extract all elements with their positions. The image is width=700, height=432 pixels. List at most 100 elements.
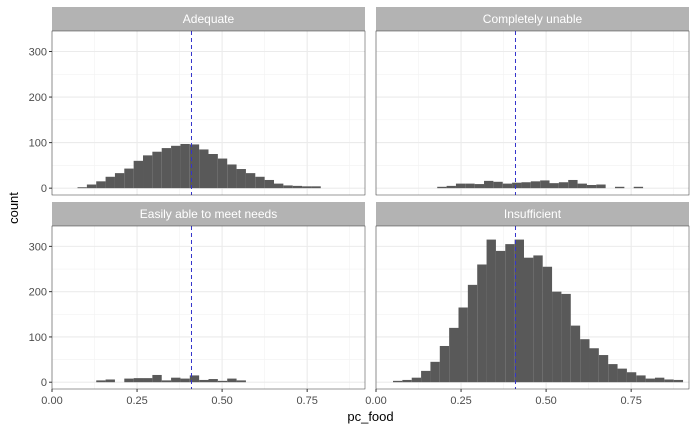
histogram-bar	[264, 179, 274, 189]
histogram-bar	[502, 183, 513, 189]
facet-strip	[52, 202, 365, 226]
histogram-bar	[617, 368, 627, 383]
histogram-bar	[645, 378, 655, 383]
histogram-bar	[402, 379, 412, 383]
facet-strip-title: Insufficient	[504, 207, 562, 221]
histogram-bar	[105, 176, 115, 189]
histogram-bar	[533, 255, 543, 383]
histogram-bar	[521, 182, 531, 189]
histogram-bar	[633, 186, 644, 189]
histogram-bar	[77, 187, 87, 189]
histogram-bar	[143, 155, 153, 189]
histogram-bar	[549, 183, 559, 189]
histogram-bar	[96, 380, 106, 383]
histogram-bar	[664, 379, 674, 383]
histogram-bar	[577, 183, 587, 189]
histogram-bar	[558, 182, 569, 189]
histogram-bar	[421, 370, 431, 383]
histogram-bar	[437, 186, 447, 189]
y-axis-title: count	[6, 192, 21, 224]
facet-strip-title: Adequate	[183, 12, 235, 26]
histogram-bar	[255, 176, 265, 189]
histogram-bar	[124, 378, 134, 383]
histogram-bar	[561, 293, 571, 383]
panel-border	[51, 30, 366, 196]
histogram-bar	[217, 158, 228, 189]
histogram-bar	[189, 144, 200, 189]
histogram-bar	[495, 250, 506, 383]
histogram-bar	[540, 180, 550, 189]
histogram-bar	[86, 184, 97, 189]
facet-strip-title: Easily able to meet needs	[140, 207, 277, 221]
histogram-bar	[484, 180, 494, 189]
histogram-bar	[430, 361, 440, 383]
facet-panel-1: Completely unable	[375, 7, 690, 196]
histogram-bar	[96, 181, 106, 189]
histogram-bar	[598, 355, 609, 383]
histogram-bar	[608, 364, 618, 383]
panel-background	[52, 226, 365, 389]
histogram-bar	[615, 186, 625, 189]
panel-border	[51, 225, 366, 390]
y-tick-label: 100	[29, 138, 47, 150]
histogram-bar	[626, 372, 637, 383]
histogram-bar	[477, 264, 487, 383]
histogram-bar	[586, 184, 597, 189]
histogram-bar	[161, 148, 172, 189]
histogram-bar	[654, 377, 665, 383]
facet-strip-title: Completely unable	[483, 12, 583, 26]
y-tick-label: 0	[41, 183, 47, 195]
histogram-bar	[411, 377, 422, 383]
histogram-bar	[208, 154, 218, 189]
x-tick-label: 0.50	[211, 395, 232, 407]
histogram-bar	[514, 239, 524, 383]
facet-strip	[376, 7, 689, 31]
histogram-bar	[245, 173, 256, 189]
x-tick-label: 0.00	[41, 395, 62, 407]
y-tick-label: 100	[29, 332, 47, 344]
histogram-bar	[199, 379, 209, 383]
histogram-bar	[171, 145, 181, 189]
histogram-bar	[236, 169, 246, 189]
x-tick-label: 0.00	[365, 395, 386, 407]
facet-strip	[376, 202, 689, 226]
y-tick-label: 0	[41, 377, 47, 389]
histogram-bar	[505, 244, 515, 383]
facet-panel-3: Insufficient 0.00 0.25 0.50 0.75	[365, 202, 690, 407]
histogram-bar	[180, 143, 190, 189]
facet-panel-2: Easily able to meet needs 0 100 200 300 0.00 0…	[29, 202, 366, 407]
histogram-bar	[455, 183, 466, 189]
histogram-bar	[283, 185, 293, 189]
x-tick-label: 0.75	[296, 395, 317, 407]
histogram-bar	[467, 284, 478, 383]
histogram-bar	[273, 183, 284, 189]
histogram-bar	[227, 378, 237, 383]
histogram-bar	[171, 377, 181, 383]
histogram-bar	[236, 380, 246, 383]
y-tick-label: 300	[29, 241, 47, 253]
histogram-bar	[568, 179, 578, 189]
histogram-bar	[133, 160, 144, 189]
histogram-bar	[523, 257, 534, 383]
y-tick-label: 200	[29, 287, 47, 299]
histogram-bar	[474, 184, 485, 189]
histogram-bar	[673, 379, 684, 383]
histogram-bar	[493, 181, 503, 189]
histogram-bar	[570, 325, 581, 383]
histogram-bar	[180, 378, 190, 383]
histogram-bar	[124, 168, 134, 189]
histogram-bar	[580, 339, 590, 383]
histogram-bar	[596, 184, 606, 189]
x-tick-label: 0.25	[126, 395, 147, 407]
y-tick-label: 300	[29, 47, 47, 59]
histogram-bar	[439, 345, 450, 383]
histogram-bar	[449, 327, 459, 383]
facet-panel-0: Adequate 0 100 200 300	[29, 7, 366, 196]
panel-border	[375, 30, 690, 196]
histogram-bar	[311, 186, 321, 189]
histogram-bar	[161, 380, 172, 383]
histogram-bar	[589, 348, 599, 383]
histogram-bar	[143, 378, 153, 383]
x-tick-label: 0.75	[620, 395, 641, 407]
histogram-bar	[292, 185, 303, 189]
